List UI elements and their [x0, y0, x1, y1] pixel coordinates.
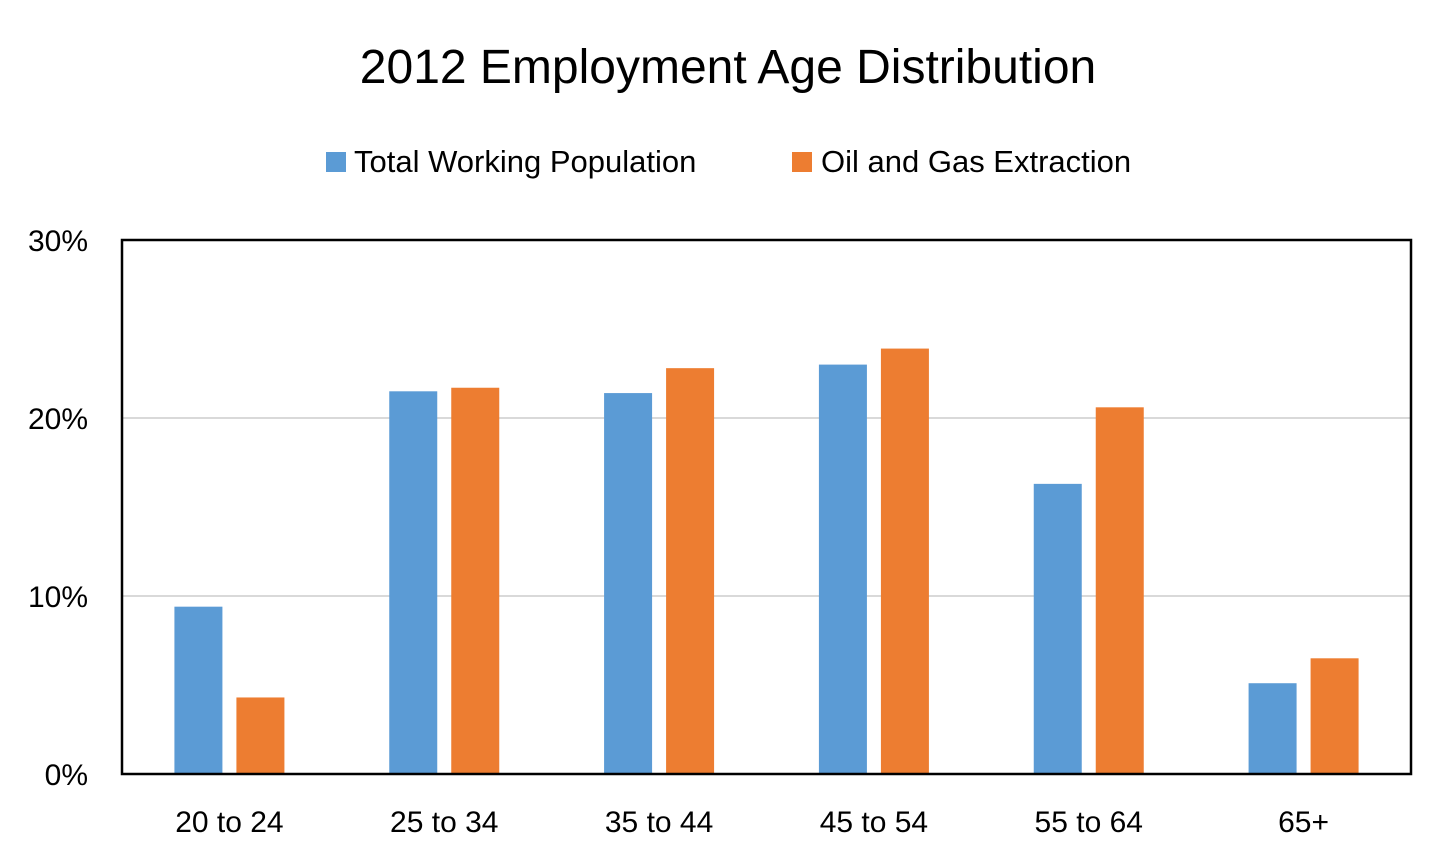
- x-tick-label-55-to-64: 55 to 64: [1035, 806, 1143, 839]
- bar-oil-and-gas-extraction-25-to-34: [451, 387, 500, 774]
- x-tick-label-25-to-34: 25 to 34: [390, 806, 498, 839]
- y-axis-tick-labels: 0% 10% 20% 30%: [28, 225, 88, 792]
- y-tick-label-0: 0%: [45, 759, 88, 792]
- legend-swatch-oil-and-gas-extraction: [792, 152, 812, 172]
- x-tick-label-65: 65+: [1278, 806, 1329, 839]
- chart-title: 2012 Employment Age Distribution: [360, 41, 1096, 94]
- y-tick-label-10: 10%: [28, 581, 88, 614]
- bar-oil-and-gas-extraction-55-to-64: [1095, 407, 1144, 774]
- x-tick-label-35-to-44: 35 to 44: [605, 806, 713, 839]
- bar-total-working-population-20-to-24: [174, 606, 223, 774]
- x-axis-tick-labels: 20 to 24 25 to 34 35 to 44 45 to 54 55 to 64…: [175, 806, 1329, 839]
- bar-oil-and-gas-extraction-35-to-44: [666, 368, 715, 774]
- bar-oil-and-gas-extraction-20-to-24: [236, 697, 285, 774]
- y-tick-label-20: 20%: [28, 403, 88, 436]
- y-tick-label-30: 30%: [28, 225, 88, 258]
- bar-total-working-population-55-to-64: [1033, 483, 1082, 774]
- bar-oil-and-gas-extraction-45-to-54: [880, 348, 929, 774]
- bars: [174, 348, 1359, 774]
- bar-total-working-population-65: [1248, 683, 1297, 774]
- plot-area-frame: [120, 238, 1413, 776]
- x-tick-label-45-to-54: 45 to 54: [820, 806, 928, 839]
- x-tick-label-20-to-24: 20 to 24: [175, 806, 283, 839]
- bar-oil-and-gas-extraction-65: [1310, 658, 1359, 774]
- legend: Total Working Population Oil and Gas Ext…: [326, 144, 1131, 179]
- legend-label-oil-and-gas-extraction: Oil and Gas Extraction: [821, 144, 1131, 179]
- gridlines: [122, 417, 1411, 597]
- bar-total-working-population-35-to-44: [604, 393, 653, 774]
- legend-swatch-total-working-population: [326, 152, 346, 172]
- legend-label-total-working-population: Total Working Population: [354, 144, 696, 179]
- bar-total-working-population-45-to-54: [818, 364, 867, 774]
- bar-total-working-population-25-to-34: [389, 391, 438, 774]
